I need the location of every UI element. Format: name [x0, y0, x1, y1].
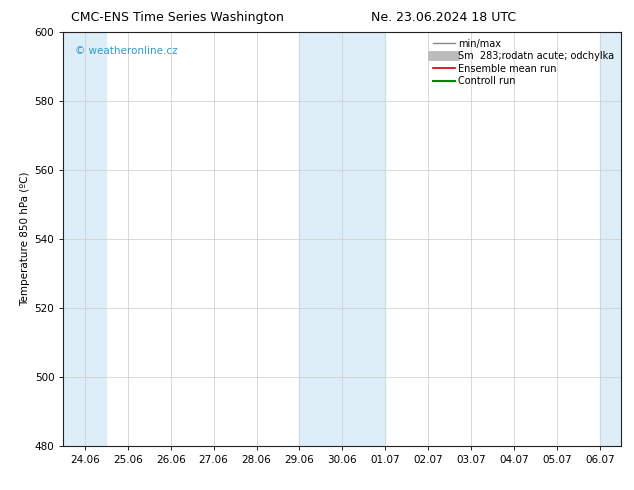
Legend: min/max, Sm  283;rodatn acute; odchylka, Ensemble mean run, Controll run: min/max, Sm 283;rodatn acute; odchylka, …: [429, 35, 618, 90]
Bar: [63, 32, 107, 446]
Bar: [299, 32, 385, 446]
Text: Ne. 23.06.2024 18 UTC: Ne. 23.06.2024 18 UTC: [372, 11, 516, 24]
Text: © weatheronline.cz: © weatheronline.cz: [75, 47, 177, 56]
Y-axis label: Temperature 850 hPa (ºC): Temperature 850 hPa (ºC): [20, 172, 30, 306]
Text: CMC-ENS Time Series Washington: CMC-ENS Time Series Washington: [71, 11, 284, 24]
Bar: [600, 32, 634, 446]
